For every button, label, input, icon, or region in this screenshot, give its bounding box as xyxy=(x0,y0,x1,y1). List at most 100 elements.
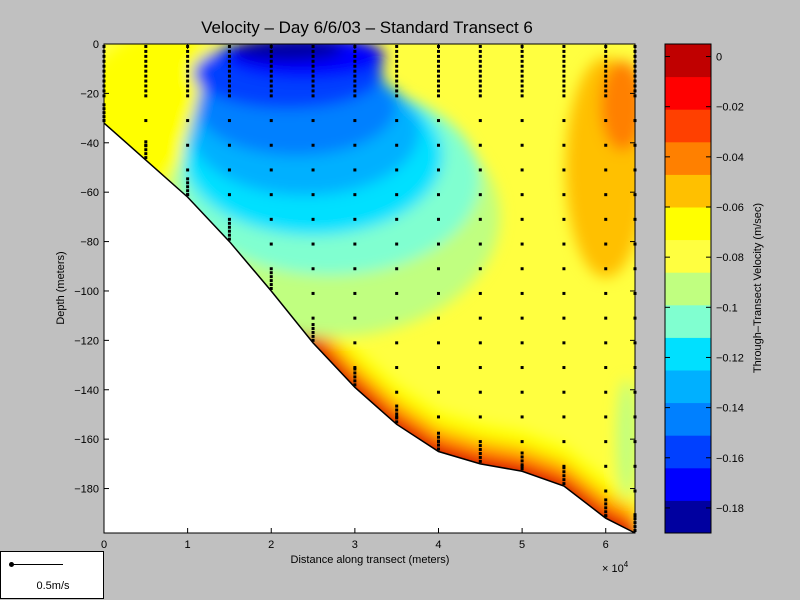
station-point xyxy=(562,316,566,320)
x-axis-label: Distance along transect (meters) xyxy=(291,554,450,566)
colorbar-tick-label: −0.18 xyxy=(716,503,744,515)
station-point xyxy=(227,225,231,229)
station-point xyxy=(604,49,608,53)
station-point xyxy=(562,267,566,271)
station-point xyxy=(395,267,399,271)
station-point xyxy=(353,168,357,172)
station-point xyxy=(144,74,148,78)
station-point xyxy=(311,193,315,197)
station-point xyxy=(520,143,524,147)
station-point xyxy=(227,94,231,98)
colorbar-segment xyxy=(665,174,711,208)
colorbar-tick-label: 0 xyxy=(716,52,722,64)
station-point xyxy=(144,140,148,144)
station-point xyxy=(311,168,315,172)
colorbar-tick-label: −0.08 xyxy=(716,252,744,264)
station-point xyxy=(436,431,440,435)
station-point xyxy=(395,217,399,221)
station-point xyxy=(520,168,524,172)
station-point xyxy=(562,390,566,394)
colorbar-segment xyxy=(665,304,711,338)
station-point xyxy=(478,59,482,63)
station-point xyxy=(353,69,357,73)
station-point xyxy=(311,69,315,73)
station-point xyxy=(186,177,190,181)
station-point xyxy=(269,59,273,63)
station-point xyxy=(144,44,148,48)
station-point xyxy=(311,323,315,327)
colorbar-tick-label: −0.14 xyxy=(716,403,744,415)
scale-legend: 0.5m/s xyxy=(0,551,104,599)
station-point xyxy=(520,463,524,467)
station-point xyxy=(311,44,315,48)
station-point xyxy=(520,79,524,83)
station-point xyxy=(227,221,231,225)
station-point xyxy=(604,74,608,78)
station-point xyxy=(144,64,148,68)
colorbar-segment xyxy=(665,337,711,371)
station-point xyxy=(478,366,482,370)
station-point xyxy=(144,69,148,73)
station-point xyxy=(395,49,399,53)
station-point xyxy=(395,316,399,320)
station-point xyxy=(604,79,608,83)
station-point xyxy=(311,217,315,221)
colorbar-segment xyxy=(665,76,711,110)
station-point xyxy=(353,89,357,93)
station-point xyxy=(478,448,482,452)
station-point xyxy=(144,148,148,152)
station-point xyxy=(395,390,399,394)
station-point xyxy=(144,59,148,63)
station-point xyxy=(562,193,566,197)
station-point xyxy=(186,143,190,147)
station-point xyxy=(186,79,190,83)
y-tick-label: −180 xyxy=(74,484,99,496)
station-point xyxy=(604,464,608,468)
station-point xyxy=(562,89,566,93)
station-point xyxy=(269,69,273,73)
station-point xyxy=(269,54,273,58)
station-point xyxy=(436,443,440,447)
x-axis: 0 1 2 3 4 5 6 xyxy=(101,44,609,551)
station-point xyxy=(269,119,273,123)
station-point xyxy=(520,341,524,345)
station-point xyxy=(144,156,148,160)
station-point xyxy=(520,291,524,295)
station-point xyxy=(436,74,440,78)
station-point xyxy=(311,316,315,320)
station-point xyxy=(478,267,482,271)
station-point xyxy=(562,482,566,486)
station-point xyxy=(395,412,399,416)
velocity-contour-region xyxy=(232,44,343,61)
station-point xyxy=(436,217,440,221)
station-point xyxy=(311,242,315,246)
station-point xyxy=(562,79,566,83)
station-point xyxy=(478,440,482,444)
y-tick-label: 0 xyxy=(93,39,99,51)
station-point xyxy=(520,69,524,73)
station-point xyxy=(186,189,190,193)
station-point xyxy=(227,229,231,233)
station-point xyxy=(395,420,399,424)
colorbar-segment xyxy=(665,109,711,143)
station-point xyxy=(436,267,440,271)
station-point xyxy=(562,119,566,123)
station-point xyxy=(562,74,566,78)
station-point xyxy=(436,168,440,172)
station-point xyxy=(436,435,440,439)
station-point xyxy=(395,84,399,88)
scale-arrow xyxy=(11,564,63,565)
colorbar-segment xyxy=(665,370,711,404)
colorbar-segment xyxy=(665,500,711,534)
station-point xyxy=(353,59,357,63)
station-point xyxy=(269,74,273,78)
station-point xyxy=(604,193,608,197)
station-point xyxy=(562,440,566,444)
station-point xyxy=(353,84,357,88)
station-point xyxy=(395,143,399,147)
station-point xyxy=(269,143,273,147)
station-point xyxy=(604,502,608,506)
station-point xyxy=(227,44,231,48)
station-point xyxy=(311,74,315,78)
